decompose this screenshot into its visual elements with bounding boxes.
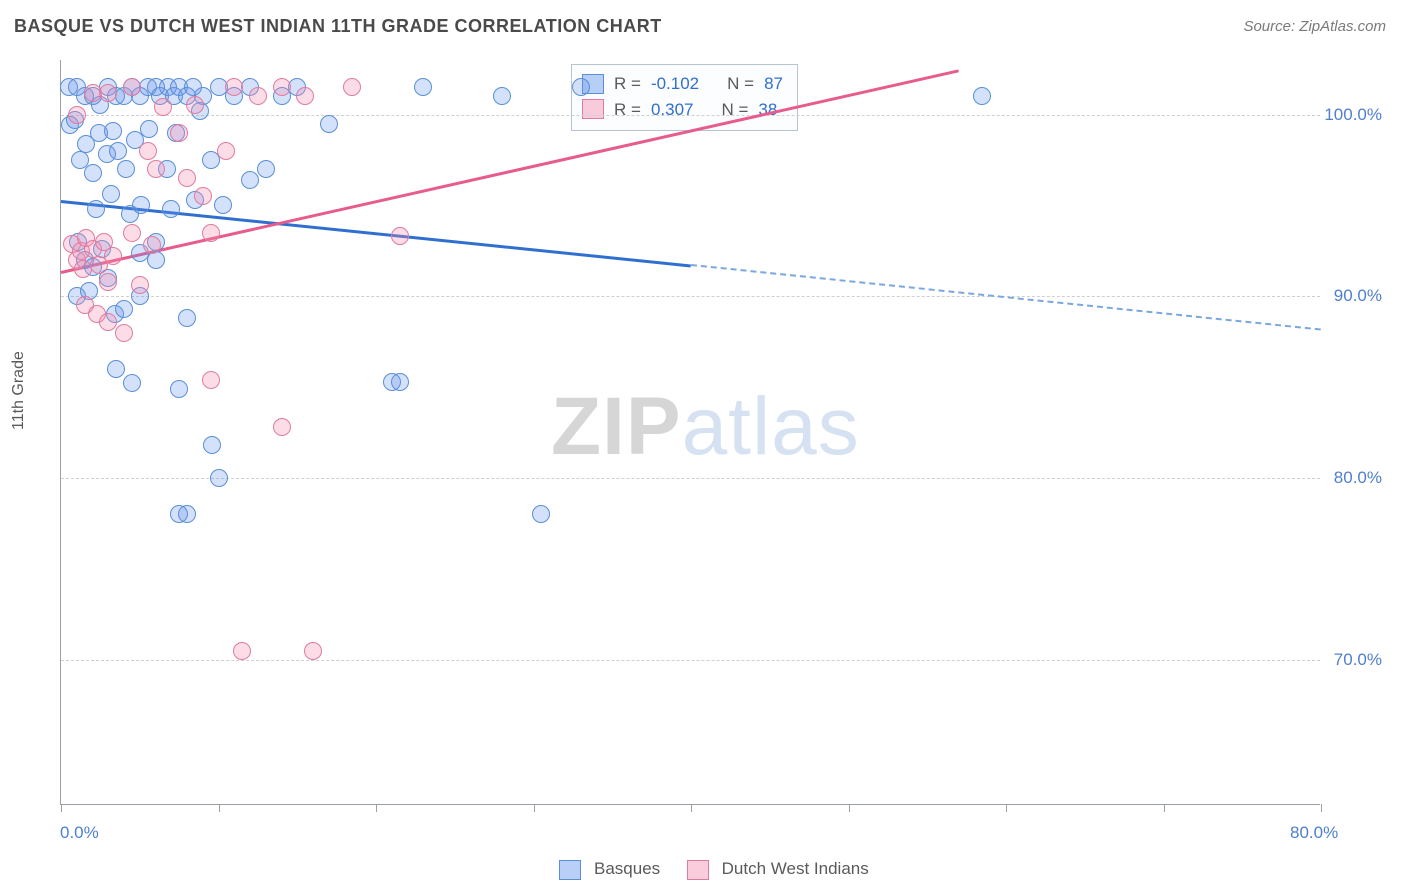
legend-label-dutch: Dutch West Indians xyxy=(722,859,869,878)
watermark: ZIPatlas xyxy=(551,380,860,474)
point-basque xyxy=(115,300,133,318)
point-dutch xyxy=(147,160,165,178)
point-basque xyxy=(257,160,275,178)
point-dutch xyxy=(170,124,188,142)
y-tick-label: 90.0% xyxy=(1334,286,1382,306)
point-basque xyxy=(203,436,221,454)
swatch-pink-icon xyxy=(687,860,709,880)
point-dutch xyxy=(273,418,291,436)
swatch-blue-icon xyxy=(559,860,581,880)
point-dutch xyxy=(131,276,149,294)
x-tick xyxy=(219,804,220,812)
y-tick-label: 100.0% xyxy=(1324,105,1382,125)
y-tick-label: 70.0% xyxy=(1334,650,1382,670)
point-basque xyxy=(123,374,141,392)
x-tick xyxy=(1321,804,1322,812)
legend-r-label2: R = xyxy=(614,97,641,123)
series-legend: Basques Dutch West Indians xyxy=(0,859,1406,880)
point-dutch xyxy=(104,247,122,265)
point-basque xyxy=(178,309,196,327)
point-basque xyxy=(973,87,991,105)
point-basque xyxy=(107,360,125,378)
legend-r-label: R = xyxy=(614,71,641,97)
point-basque xyxy=(414,78,432,96)
point-dutch xyxy=(343,78,361,96)
correlation-legend: R = -0.102 N = 87 R = 0.307 N = 38 xyxy=(571,64,798,131)
point-dutch xyxy=(68,106,86,124)
point-basque xyxy=(140,120,158,138)
legend-label-basques: Basques xyxy=(594,859,660,878)
trend-line xyxy=(691,264,1321,330)
legend-n-blue: 87 xyxy=(764,71,783,97)
point-dutch xyxy=(143,236,161,254)
point-dutch xyxy=(233,642,251,660)
point-dutch xyxy=(99,84,117,102)
point-dutch xyxy=(202,224,220,242)
y-axis-label: 11th Grade xyxy=(10,351,28,430)
point-dutch xyxy=(217,142,235,160)
y-tick-label: 80.0% xyxy=(1334,468,1382,488)
swatch-pink-icon xyxy=(582,99,604,119)
legend-r-blue: -0.102 xyxy=(651,71,699,97)
point-basque xyxy=(109,142,127,160)
point-basque xyxy=(493,87,511,105)
x-tick xyxy=(849,804,850,812)
point-basque xyxy=(170,505,188,523)
point-basque xyxy=(102,185,120,203)
point-dutch xyxy=(304,642,322,660)
x-tick xyxy=(534,804,535,812)
point-basque xyxy=(532,505,550,523)
point-dutch xyxy=(123,78,141,96)
gridline xyxy=(61,115,1320,116)
point-basque xyxy=(391,373,409,391)
source-label: Source: ZipAtlas.com xyxy=(1243,18,1386,35)
legend-r-pink: 0.307 xyxy=(651,97,694,123)
legend-row-basques: R = -0.102 N = 87 xyxy=(582,71,783,97)
point-dutch xyxy=(186,96,204,114)
point-basque xyxy=(241,171,259,189)
point-dutch xyxy=(99,273,117,291)
point-dutch xyxy=(249,87,267,105)
point-dutch xyxy=(194,187,212,205)
point-dutch xyxy=(123,224,141,242)
point-dutch xyxy=(273,78,291,96)
chart-title: BASQUE VS DUTCH WEST INDIAN 11TH GRADE C… xyxy=(14,16,662,37)
watermark-rest: atlas xyxy=(682,381,860,472)
point-dutch xyxy=(178,169,196,187)
x-tick xyxy=(1006,804,1007,812)
x-tick xyxy=(376,804,377,812)
point-basque xyxy=(104,122,122,140)
point-basque xyxy=(162,200,180,218)
point-dutch xyxy=(99,313,117,331)
x-tick xyxy=(61,804,62,812)
legend-n-pink: 38 xyxy=(758,97,777,123)
point-basque xyxy=(210,469,228,487)
point-basque xyxy=(214,196,232,214)
point-basque xyxy=(117,160,135,178)
scatter-plot: ZIPatlas R = -0.102 N = 87 R = 0.307 N =… xyxy=(60,60,1320,805)
legend-n-label: N = xyxy=(727,71,754,97)
point-dutch xyxy=(115,324,133,342)
gridline xyxy=(61,296,1320,297)
point-dutch xyxy=(139,142,157,160)
gridline xyxy=(61,478,1320,479)
point-dutch xyxy=(202,371,220,389)
x-tick-label: 80.0% xyxy=(1290,823,1338,843)
point-basque xyxy=(320,115,338,133)
point-dutch xyxy=(225,78,243,96)
gridline xyxy=(61,660,1320,661)
point-basque xyxy=(84,164,102,182)
point-basque xyxy=(87,200,105,218)
point-basque xyxy=(132,196,150,214)
point-dutch xyxy=(296,87,314,105)
point-basque xyxy=(170,380,188,398)
point-dutch xyxy=(154,98,172,116)
x-tick xyxy=(1164,804,1165,812)
watermark-bold: ZIP xyxy=(551,381,682,472)
x-tick-label: 0.0% xyxy=(60,823,99,843)
point-dutch xyxy=(391,227,409,245)
x-tick xyxy=(691,804,692,812)
point-basque xyxy=(572,78,590,96)
